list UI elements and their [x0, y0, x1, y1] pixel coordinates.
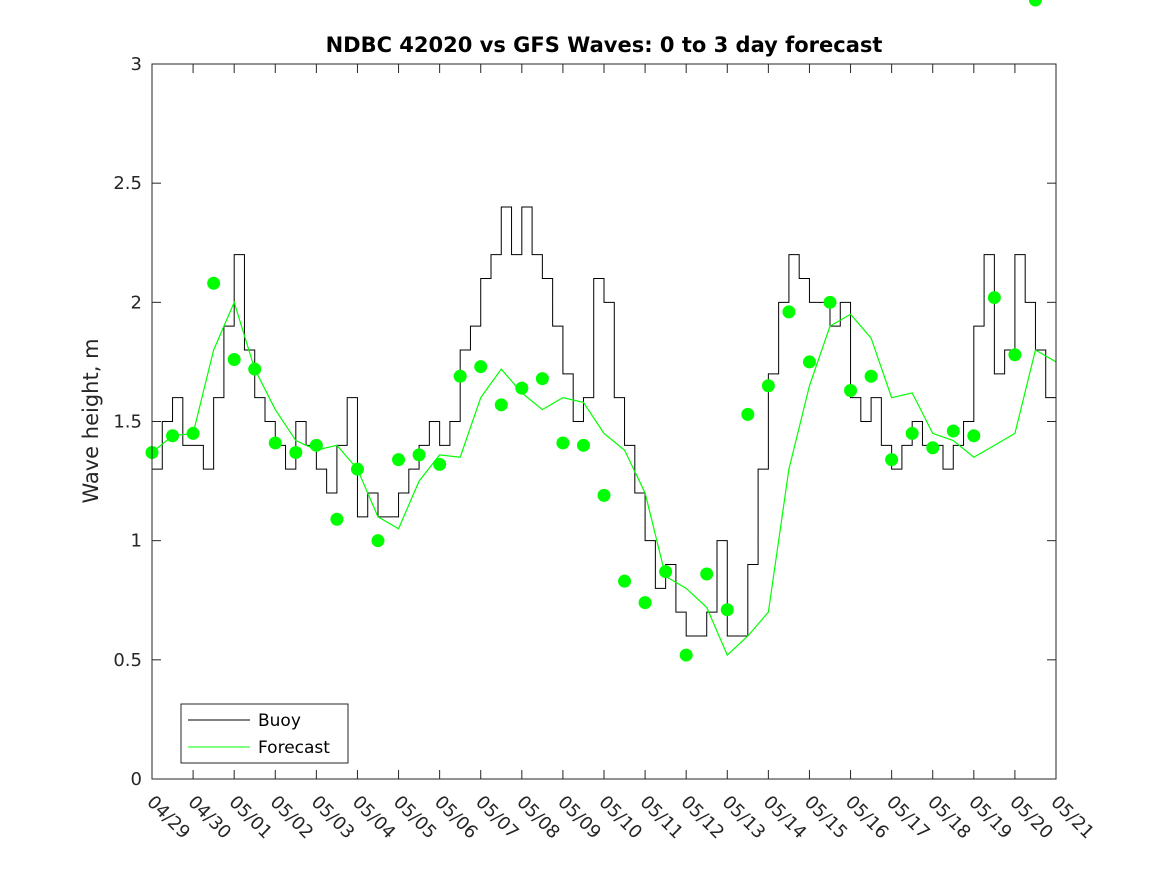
- chart-title: NDBC 42020 vs GFS Waves: 0 to 3 day fore…: [326, 33, 883, 57]
- forecast-marker: [350, 462, 364, 476]
- forecast-marker: [638, 596, 652, 610]
- forecast-marker: [186, 426, 200, 440]
- forecast-marker: [885, 453, 899, 467]
- forecast-marker: [761, 379, 775, 393]
- forecast-marker: [453, 369, 467, 383]
- y-tick-label: 2.5: [113, 173, 142, 194]
- forecast-marker: [576, 438, 590, 452]
- forecast-marker: [946, 424, 960, 438]
- forecast-marker: [392, 453, 406, 467]
- forecast-marker: [597, 488, 611, 502]
- data-layer: [145, 0, 1057, 662]
- legend: Buoy Forecast: [180, 703, 349, 764]
- forecast-marker: [720, 603, 734, 617]
- forecast-marker: [679, 648, 693, 662]
- y-tick-label: 0.5: [113, 650, 142, 671]
- forecast-marker: [248, 362, 262, 376]
- forecast-marker: [494, 398, 508, 412]
- forecast-marker: [227, 353, 241, 367]
- forecast-marker: [207, 276, 221, 290]
- forecast-line: [151, 300, 1057, 657]
- y-tick-label: 2: [131, 292, 142, 313]
- legend-forecast-label: Forecast: [258, 738, 330, 758]
- forecast-marker: [864, 369, 878, 383]
- forecast-marker: [1028, 0, 1042, 7]
- forecast-marker: [371, 534, 385, 548]
- forecast-marker: [741, 407, 755, 421]
- forecast-marker: [556, 436, 570, 450]
- forecast-marker: [987, 291, 1001, 305]
- forecast-marker: [268, 436, 282, 450]
- buoy-line: [152, 206, 1057, 637]
- y-tick-label: 1.5: [113, 412, 142, 433]
- forecast-marker: [330, 512, 344, 526]
- y-tick-label: 1: [131, 531, 142, 552]
- forecast-marker: [618, 574, 632, 588]
- forecast-marker: [1008, 348, 1022, 362]
- y-tick-label: 0: [131, 769, 142, 790]
- forecast-marker: [166, 429, 180, 443]
- forecast-marker: [309, 438, 323, 452]
- forecast-marker: [782, 305, 796, 319]
- legend-box: [180, 703, 349, 764]
- forecast-marker: [700, 567, 714, 581]
- forecast-marker: [515, 381, 529, 395]
- forecast-marker: [802, 355, 816, 369]
- forecast-marker: [433, 457, 447, 471]
- forecast-marker: [905, 426, 919, 440]
- forecast-marker: [967, 429, 981, 443]
- forecast-marker: [823, 295, 837, 309]
- forecast-marker: [289, 445, 303, 459]
- forecast-marker: [926, 441, 940, 455]
- y-tick-label: 3: [131, 54, 142, 75]
- legend-buoy-label: Buoy: [258, 711, 301, 731]
- forecast-marker: [535, 372, 549, 386]
- forecast-marker: [412, 448, 426, 462]
- forecast-marker: [844, 384, 858, 398]
- y-axis-label: Wave height, m: [79, 338, 103, 503]
- forecast-marker: [659, 565, 673, 579]
- forecast-marker: [474, 360, 488, 374]
